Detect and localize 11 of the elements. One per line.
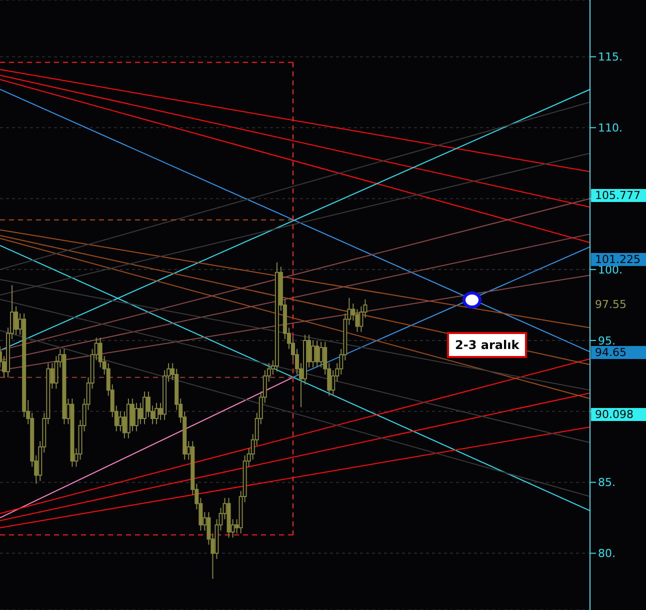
y-tick-label: 95. <box>598 334 616 348</box>
annotation: 2-3 aralık <box>447 332 528 358</box>
y-tick-label: 110. <box>598 122 622 135</box>
text: 105.777 <box>591 189 646 202</box>
y-tick-label: 80. <box>598 547 616 560</box>
y-tick-label: 115. <box>598 50 622 64</box>
text: 90.098 <box>591 408 646 421</box>
text: 97.55 <box>594 298 628 311</box>
y-tick-label: 85. <box>598 476 616 490</box>
text: 94.65 <box>591 346 646 359</box>
text: 101.225 <box>591 253 646 266</box>
